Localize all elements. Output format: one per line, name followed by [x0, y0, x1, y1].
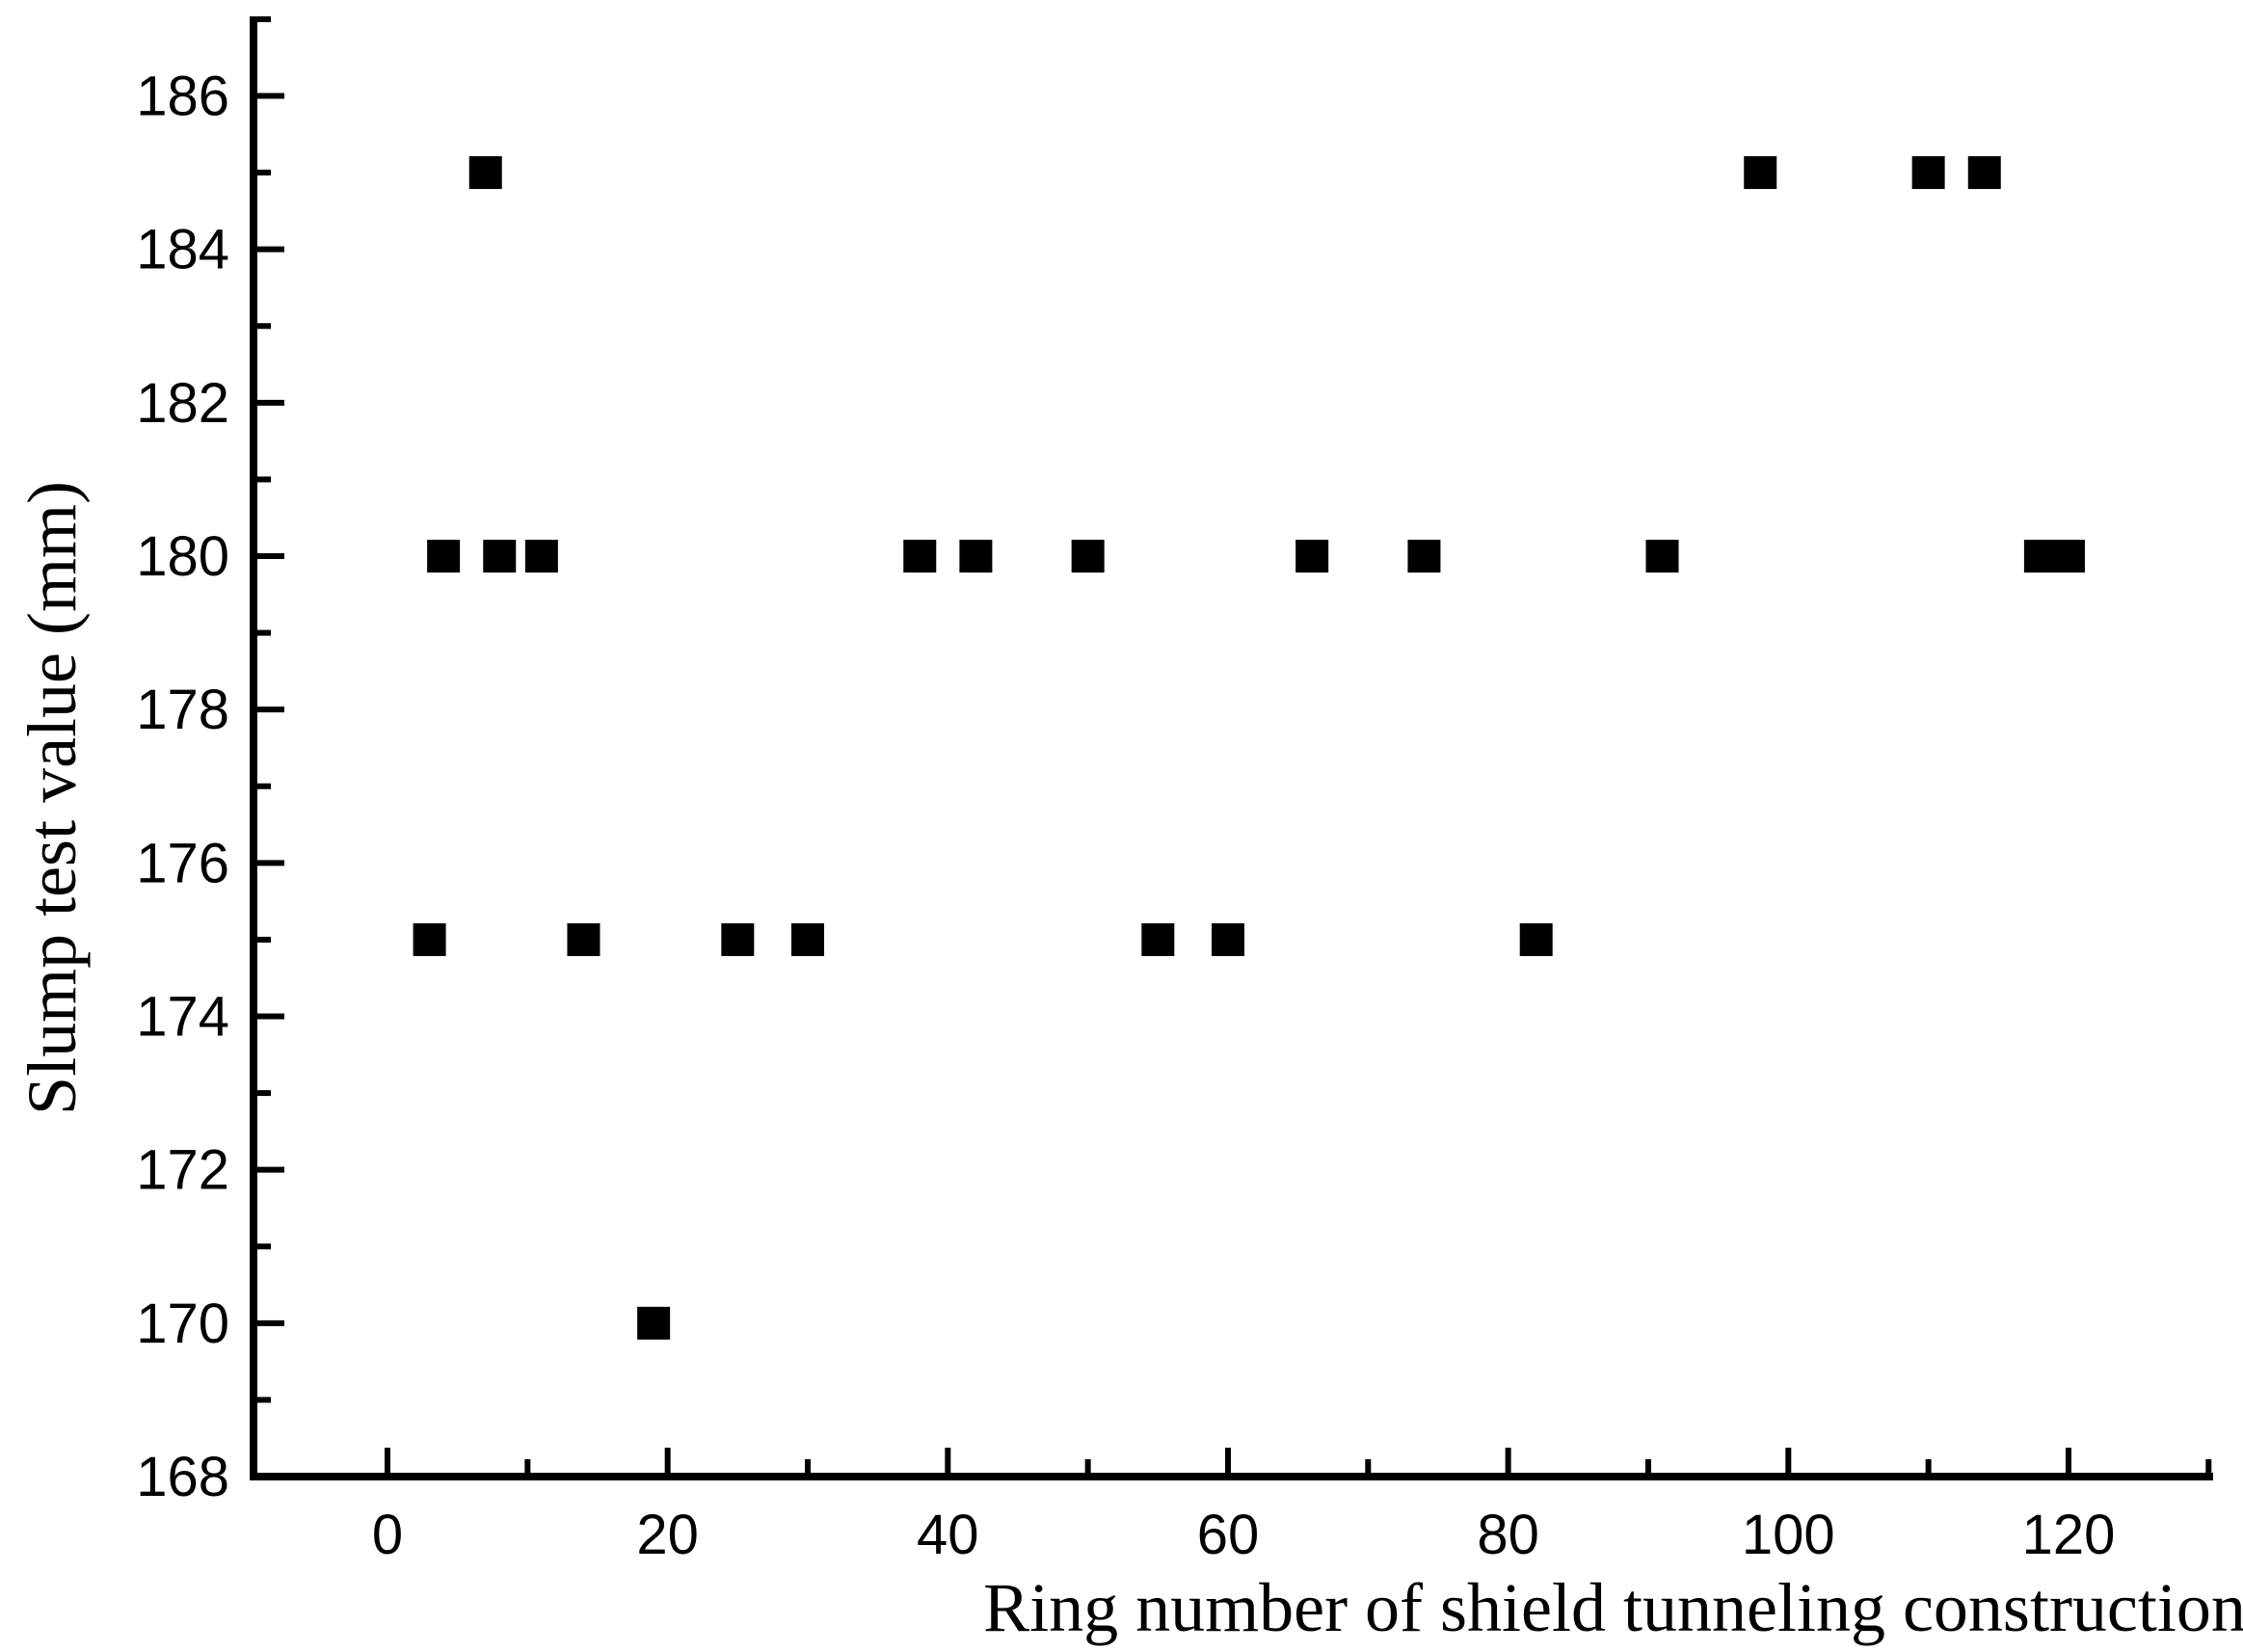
data-point [1645, 540, 1679, 573]
data-point [1071, 540, 1105, 573]
y-tick-label: 186 [136, 66, 229, 128]
x-tick-label: 120 [2022, 1504, 2116, 1566]
data-point [1911, 156, 1945, 190]
x-tick-label: 20 [636, 1504, 699, 1566]
data-point [1744, 156, 1777, 190]
y-tick-label: 184 [136, 219, 229, 281]
y-tick-label: 182 [136, 372, 229, 435]
data-points [413, 156, 2085, 1340]
data-point [2051, 540, 2085, 573]
data-point [567, 922, 601, 956]
data-point [1407, 540, 1441, 573]
y-tick-label: 174 [136, 986, 229, 1049]
y-tick-label: 178 [136, 679, 229, 741]
x-axis-title: Ring number of shield tunneling construc… [983, 1569, 2243, 1646]
tick-labels: 0 20 40 60 80 100 120 168 170 172 174 176 178 180 182 1… [136, 66, 2115, 1566]
axes [250, 16, 2213, 1480]
data-point [1295, 540, 1329, 573]
data-point [790, 922, 824, 956]
data-point [524, 540, 558, 573]
y-tick-label: 170 [136, 1292, 229, 1355]
data-point [1211, 922, 1244, 956]
data-point [413, 922, 446, 956]
data-point [721, 922, 755, 956]
x-tick-label: 60 [1197, 1504, 1260, 1566]
data-point [637, 1306, 671, 1340]
x-tick-label: 100 [1742, 1504, 1835, 1566]
data-point [903, 540, 937, 573]
y-axis-title: Slump test value (mm) [13, 481, 91, 1115]
x-tick-label: 40 [917, 1504, 979, 1566]
data-point [959, 540, 993, 573]
data-point [468, 156, 502, 190]
x-tick-label: 80 [1477, 1504, 1539, 1566]
y-tick-label: 172 [136, 1139, 229, 1202]
data-point [483, 540, 517, 573]
data-point [2023, 540, 2057, 573]
y-tick-label: 180 [136, 525, 229, 588]
y-tick-label: 168 [136, 1446, 229, 1508]
data-point [1141, 922, 1175, 956]
y-tick-label: 176 [136, 832, 229, 894]
data-point [1967, 156, 2001, 190]
x-tick-label: 0 [372, 1504, 403, 1566]
data-point [1519, 922, 1553, 956]
data-point [427, 540, 461, 573]
ticks [257, 15, 2212, 1479]
